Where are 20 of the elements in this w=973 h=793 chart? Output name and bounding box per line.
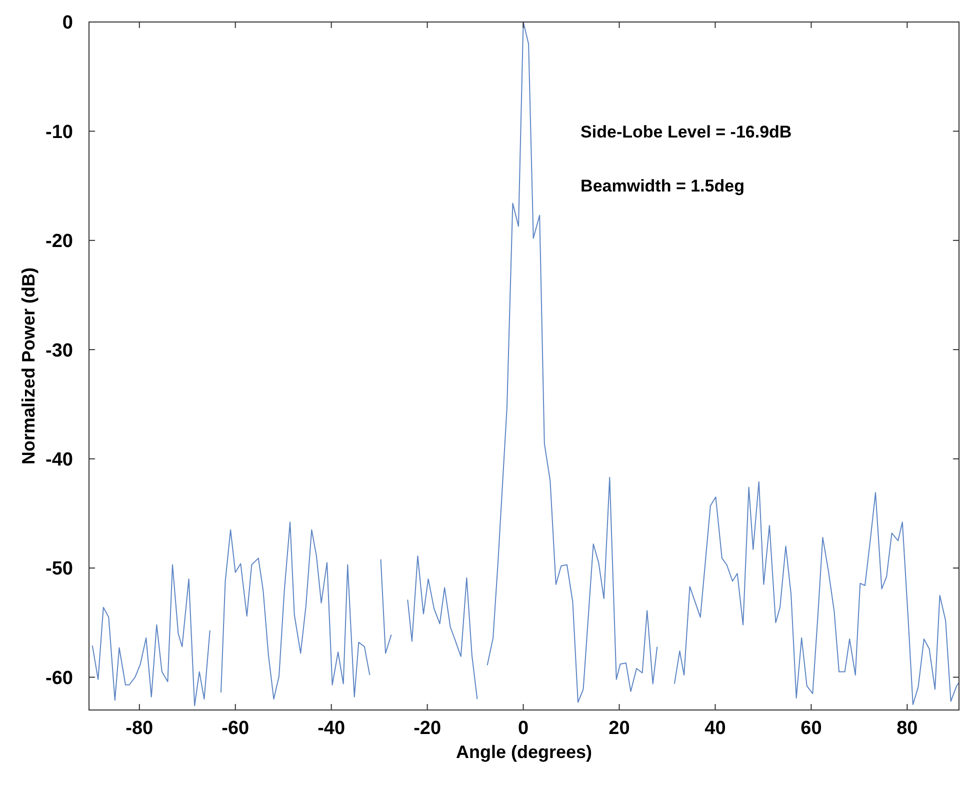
y-tick-label: -40 bbox=[46, 449, 73, 470]
x-tick-label: -20 bbox=[414, 718, 442, 739]
x-tick-label: 0 bbox=[518, 718, 529, 739]
y-axis-title: Normalized Power (dB) bbox=[18, 267, 39, 465]
x-tick-label: -60 bbox=[222, 718, 250, 739]
y-tick-label: 0 bbox=[62, 12, 73, 34]
y-tick-label: -30 bbox=[46, 340, 73, 362]
annotation: Beamwidth = 1.5deg bbox=[580, 176, 744, 196]
y-tick-label: -60 bbox=[46, 668, 73, 689]
x-tick-label: -40 bbox=[318, 718, 346, 739]
y-tick-label: -20 bbox=[46, 231, 73, 252]
x-tick-label: -80 bbox=[126, 718, 154, 739]
x-tick-label: 20 bbox=[608, 718, 630, 739]
x-tick-label: 60 bbox=[800, 718, 822, 739]
x-tick-label: 40 bbox=[704, 718, 726, 739]
annotation: Side-Lobe Level = -16.9dB bbox=[580, 122, 792, 142]
x-axis-title: Angle (degrees) bbox=[456, 742, 592, 762]
y-tick-label: -50 bbox=[46, 558, 73, 580]
y-tick-label: -10 bbox=[46, 122, 73, 143]
x-tick-label: 80 bbox=[896, 718, 918, 739]
